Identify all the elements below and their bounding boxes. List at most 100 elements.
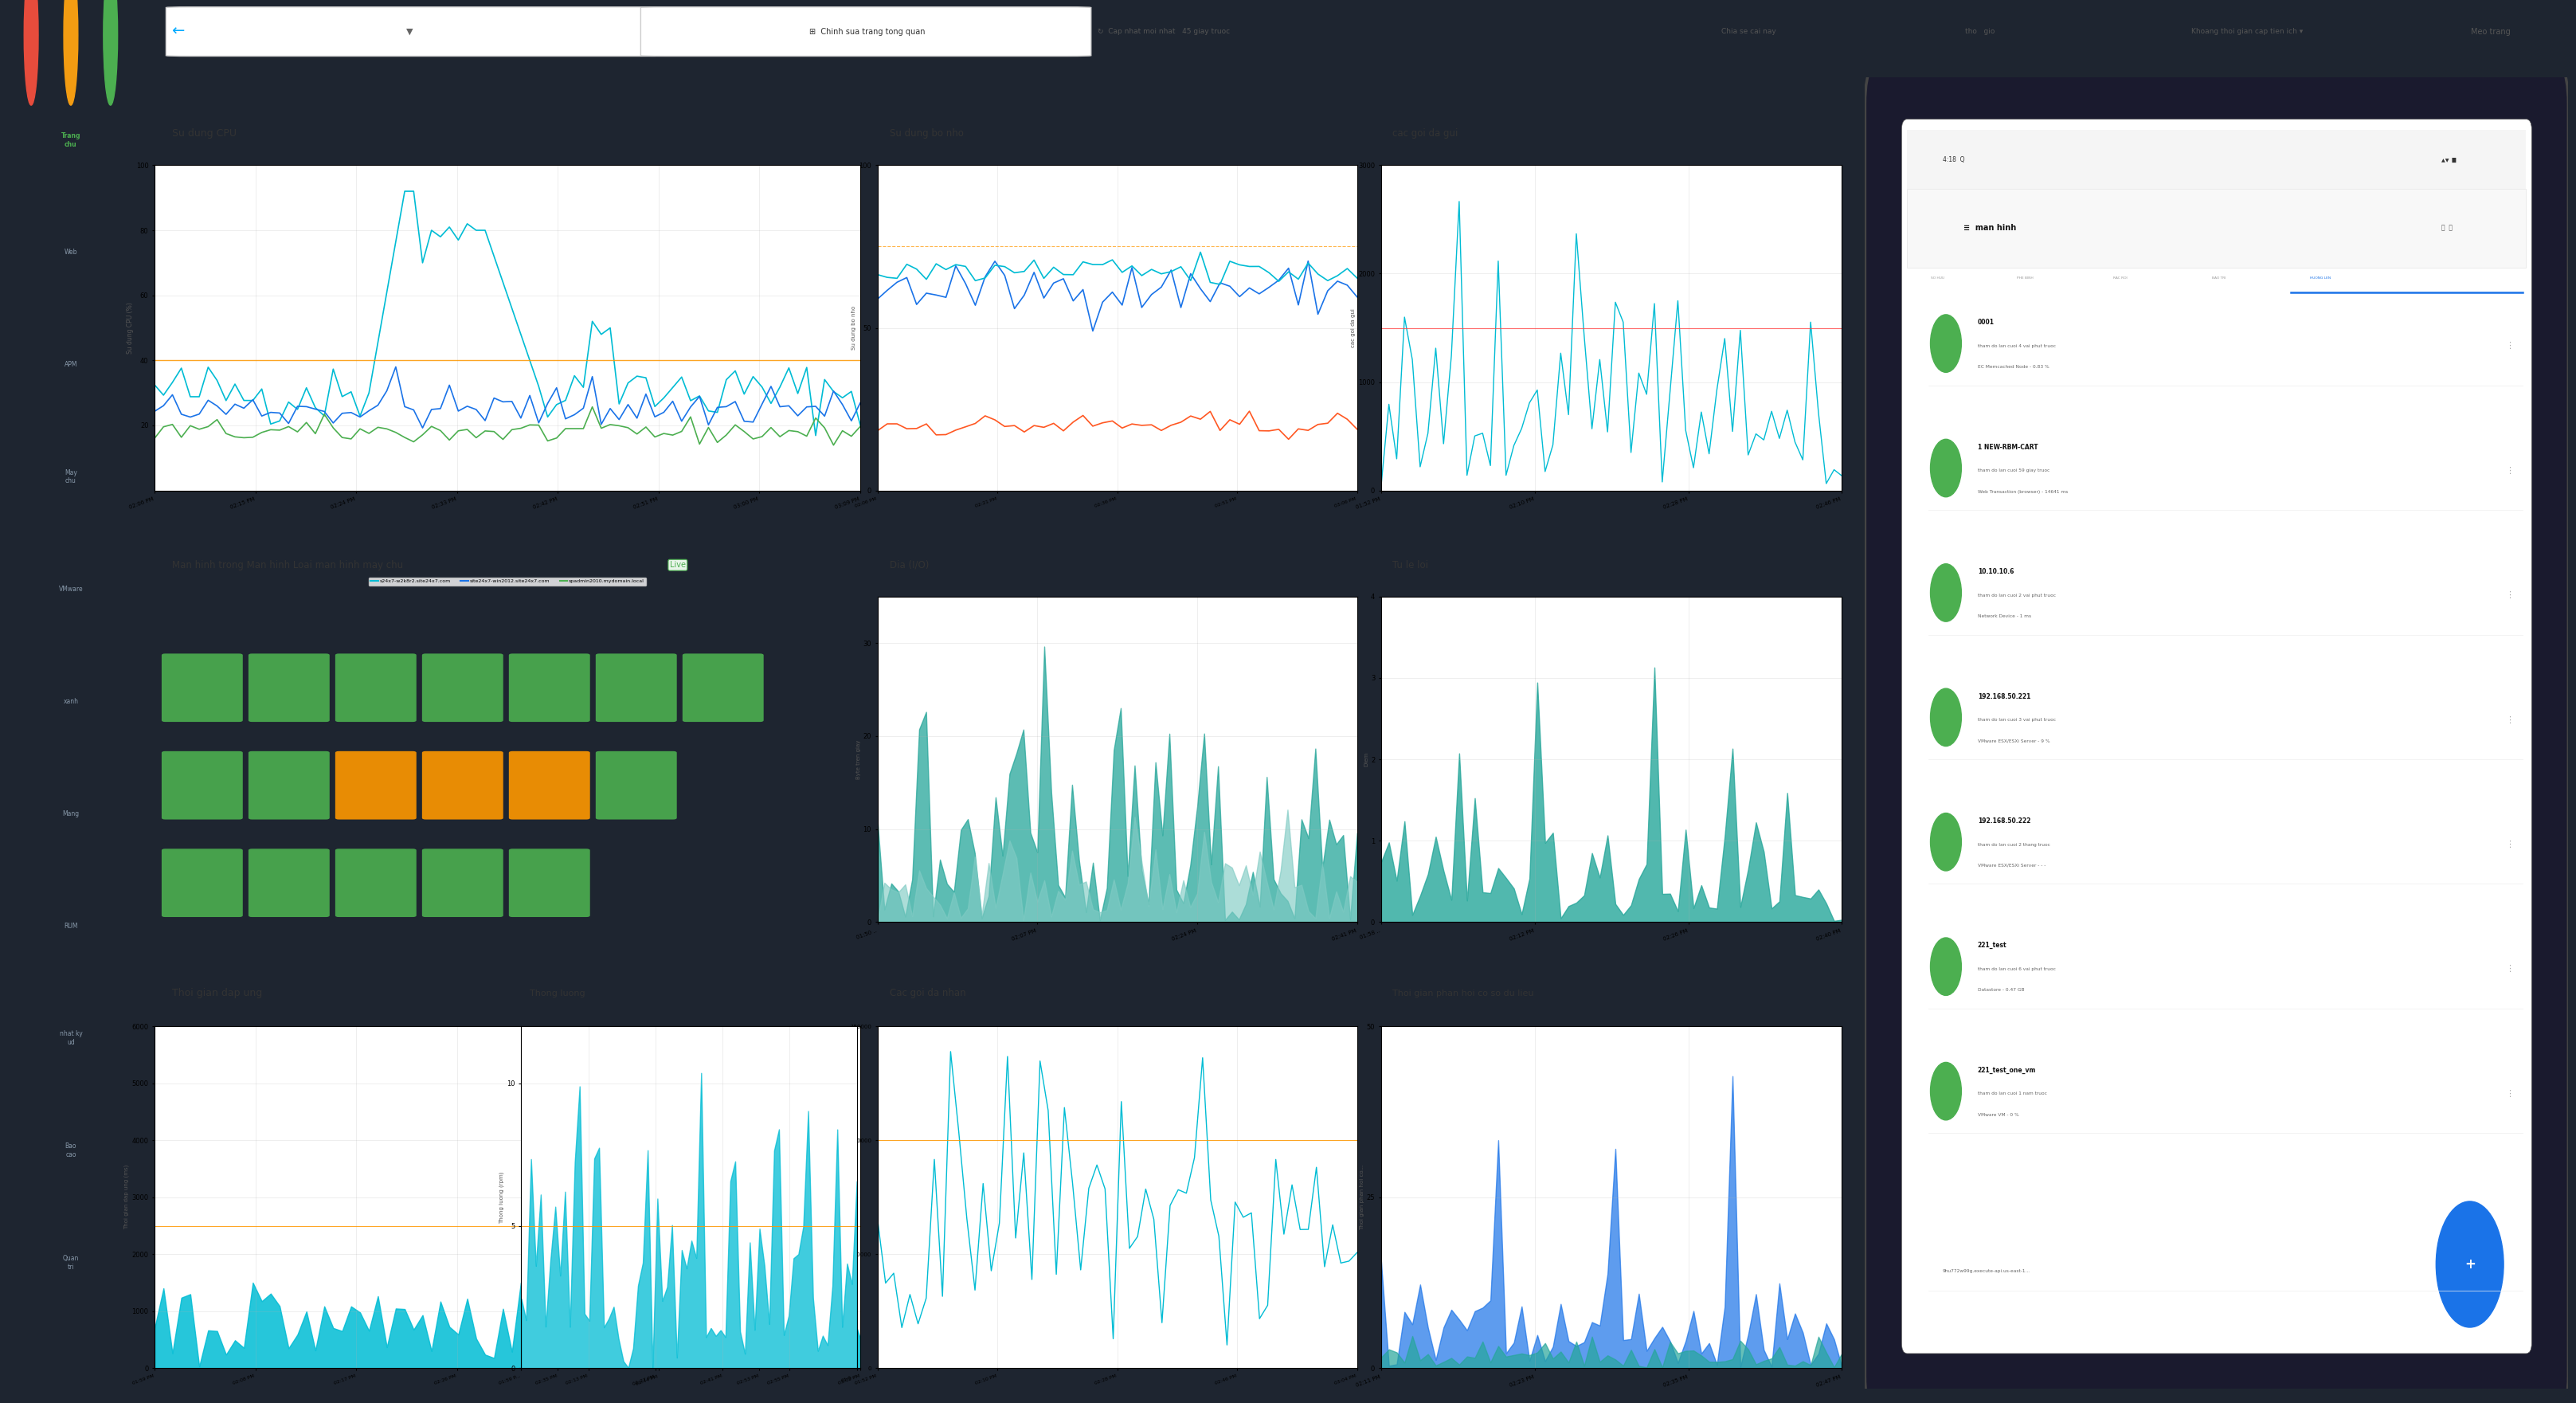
Text: Web: Web [64,248,77,257]
Text: Mang: Mang [62,810,80,818]
Text: 9hu772w99g.execute-api.us-east-1...: 9hu772w99g.execute-api.us-east-1... [1942,1268,2030,1273]
Circle shape [23,0,39,105]
FancyBboxPatch shape [247,751,330,819]
Text: Thoi gian phan hoi co so du lieu: Thoi gian phan hoi co so du lieu [1394,989,1533,998]
Text: tham do lan cuoi 2 vai phut truoc: tham do lan cuoi 2 vai phut truoc [1978,593,2056,598]
Y-axis label: Cac goi da nhan: Cac goi da nhan [842,1174,848,1219]
Y-axis label: cac goi da gui: cac goi da gui [1352,309,1355,348]
Text: HUONG LEN: HUONG LEN [2311,276,2331,279]
Text: EC Memcached Node - 0.83 %: EC Memcached Node - 0.83 % [1978,365,2048,369]
FancyBboxPatch shape [335,751,417,819]
Y-axis label: Thoi gian phan hoi co...: Thoi gian phan hoi co... [1360,1164,1365,1230]
Text: BAO TRI: BAO TRI [2213,276,2226,279]
Text: ⋮: ⋮ [2504,965,2514,974]
Text: ⊞  Chinh sua trang tong quan: ⊞ Chinh sua trang tong quan [809,28,925,35]
Text: 221_test_one_vm: 221_test_one_vm [1978,1066,2035,1073]
Text: ≡  man hinh: ≡ man hinh [1963,224,2017,231]
FancyBboxPatch shape [422,849,502,918]
Circle shape [1929,937,1960,996]
FancyBboxPatch shape [247,654,330,723]
Text: tham do lan cuoi 6 vai phut truoc: tham do lan cuoi 6 vai phut truoc [1978,967,2056,971]
Text: SO HUU: SO HUU [1929,276,1945,279]
Text: 0001: 0001 [1978,318,1994,325]
FancyBboxPatch shape [335,849,417,918]
Text: ⋮: ⋮ [2504,342,2514,351]
FancyBboxPatch shape [595,751,677,819]
Circle shape [1929,1062,1960,1120]
Text: Meo trang: Meo trang [2470,28,2512,35]
Text: tham do lan cuoi 4 vai phut truoc: tham do lan cuoi 4 vai phut truoc [1978,344,2056,348]
Text: 192.168.50.221: 192.168.50.221 [1978,693,2030,700]
FancyBboxPatch shape [641,7,1092,56]
FancyBboxPatch shape [335,654,417,723]
FancyBboxPatch shape [595,654,677,723]
Y-axis label: Su dung bo nho: Su dung bo nho [853,306,858,349]
Text: ⋮: ⋮ [2504,467,2514,474]
Text: VMware ESX/ESXi Server - 9 %: VMware ESX/ESXi Server - 9 % [1978,739,2050,744]
Text: tham do lan cuoi 2 thang truoc: tham do lan cuoi 2 thang truoc [1978,843,2050,846]
Text: Datastore - 0.47 GB: Datastore - 0.47 GB [1978,988,2025,992]
Text: ⋮: ⋮ [2504,591,2514,599]
Text: tham do lan cuoi 3 vai phut truoc: tham do lan cuoi 3 vai phut truoc [1978,718,2056,723]
Text: May
chu: May chu [64,469,77,485]
FancyBboxPatch shape [510,751,590,819]
Text: tham do lan cuoi 59 giay truoc: tham do lan cuoi 59 giay truoc [1978,469,2050,473]
Text: Thoi gian dap ung: Thoi gian dap ung [173,988,263,999]
Y-axis label: Diem: Diem [1363,752,1368,766]
Bar [1906,188,2527,268]
FancyBboxPatch shape [683,654,762,723]
FancyBboxPatch shape [510,654,590,723]
Text: ↻  Cap nhat moi nhat   45 giay truoc: ↻ Cap nhat moi nhat 45 giay truoc [1097,28,1231,35]
FancyBboxPatch shape [422,751,502,819]
Text: tham do lan cuoi 1 nam truoc: tham do lan cuoi 1 nam truoc [1978,1092,2048,1096]
Text: VMware VM - 0 %: VMware VM - 0 % [1978,1113,2020,1117]
Text: VMware ESX/ESXi Server - - -: VMware ESX/ESXi Server - - - [1978,864,2045,867]
Text: VMware: VMware [59,585,82,593]
Text: Chia se cai nay: Chia se cai nay [1721,28,1775,35]
Text: +: + [2465,1257,2476,1271]
Text: Quan
tri: Quan tri [62,1254,80,1271]
Text: RAC ROI: RAC ROI [2112,276,2128,279]
Circle shape [1929,814,1960,871]
Text: Web Transaction (browser) - 14641 ms: Web Transaction (browser) - 14641 ms [1978,490,2069,494]
Text: Su dung CPU: Su dung CPU [173,129,237,139]
FancyBboxPatch shape [247,849,330,918]
Text: Su dung bo nho: Su dung bo nho [889,129,963,139]
Circle shape [103,0,118,105]
FancyBboxPatch shape [422,654,502,723]
Legend: s24x7-w2k8r2.site24x7.com, site24x7-win2012.site24x7.com, spadmin2010.mydomain.l: s24x7-w2k8r2.site24x7.com, site24x7-win2… [1033,605,1203,619]
Legend: s24x7-w2k8r2.site24x7.com, site24x7-win2012.site24x7.com, spadmin2010.mydomain.l: s24x7-w2k8r2.site24x7.com, site24x7-win2… [368,577,647,585]
Circle shape [2437,1201,2504,1327]
Circle shape [1929,564,1960,622]
Text: Dia (I/O): Dia (I/O) [889,560,930,570]
Text: Thong luong: Thong luong [531,989,585,998]
Text: 4:18  Q: 4:18 Q [1942,156,1965,163]
Text: Bao
cao: Bao cao [64,1142,77,1159]
Y-axis label: Thong luong (rpm): Thong luong (rpm) [500,1172,505,1223]
Circle shape [1929,439,1960,497]
Text: RUM: RUM [64,922,77,930]
FancyBboxPatch shape [165,7,665,56]
Text: Network Device - 1 ms: Network Device - 1 ms [1978,615,2030,619]
Text: ⌕  🔔: ⌕ 🔔 [2442,224,2452,231]
Text: 10.10.10.6: 10.10.10.6 [1978,568,2014,575]
Text: cac goi da gui: cac goi da gui [1394,129,1458,139]
Text: Cac goi da nhan: Cac goi da nhan [889,988,966,999]
Text: tho   gio: tho gio [1965,28,1994,35]
Text: xanh: xanh [64,697,77,706]
Text: Khoang thoi gian cap tien ich ▾: Khoang thoi gian cap tien ich ▾ [2192,28,2303,35]
Text: PHE BINH: PHE BINH [2017,276,2032,279]
Circle shape [1929,689,1960,746]
Y-axis label: Byte tren giay: Byte tren giay [855,739,860,779]
Text: ←: ← [170,24,183,39]
FancyBboxPatch shape [1901,119,2532,1354]
Text: Tu le loi: Tu le loi [1394,560,1430,570]
Text: ⋮: ⋮ [2504,716,2514,724]
Text: 1 NEW-RBM-CART: 1 NEW-RBM-CART [1978,443,2038,450]
Y-axis label: Thoi gian dap ung (ms): Thoi gian dap ung (ms) [124,1164,129,1229]
FancyBboxPatch shape [510,849,590,918]
Text: Man hinh trong Man hinh Loai man hinh may chu: Man hinh trong Man hinh Loai man hinh ma… [173,560,404,570]
FancyBboxPatch shape [162,654,242,723]
Text: ▼: ▼ [407,28,412,35]
Text: APM: APM [64,361,77,369]
